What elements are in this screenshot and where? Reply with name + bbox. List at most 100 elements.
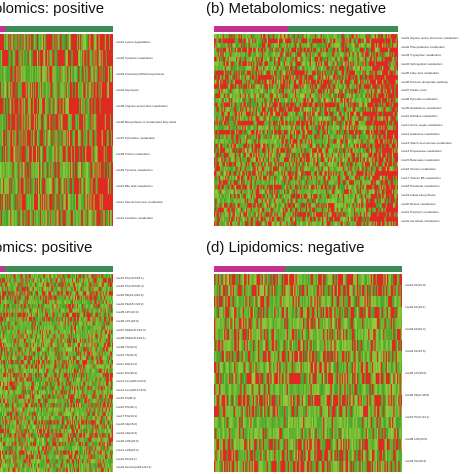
heatmap-cell [14, 66, 17, 83]
heatmap-cell [99, 130, 102, 147]
heatmap-cell [282, 47, 285, 53]
heatmap-cell [65, 82, 68, 99]
heatmap-cell [3, 210, 5, 226]
heatmap-cell [270, 43, 273, 49]
heatmap-cell [352, 56, 355, 63]
heatmap-cell [64, 114, 67, 131]
heatmap-cell [245, 34, 248, 40]
heatmap-cell [366, 84, 368, 90]
heatmap-cell [307, 98, 310, 104]
heatmap-cell [225, 38, 227, 44]
heatmap-cell [59, 130, 62, 147]
heatmap-cell [263, 70, 265, 76]
heatmap-cell [331, 38, 334, 44]
heatmap-cell [313, 111, 316, 117]
heatmap-cell [77, 210, 79, 226]
heatmap-cell [233, 107, 236, 113]
heatmap-cell [379, 98, 382, 104]
heatmap-cell [7, 98, 9, 115]
heatmap-cell [277, 120, 280, 127]
heatmap-cell [239, 93, 242, 99]
heatmap-cell [320, 47, 323, 53]
heatmap-cell [271, 84, 274, 90]
heatmap-cell [352, 52, 355, 58]
heatmap-cell [290, 61, 292, 67]
heatmap-cell [28, 146, 31, 163]
heatmap-cell [248, 88, 251, 95]
heatmap-cell [217, 107, 220, 113]
heatmap-cell [368, 139, 371, 145]
heatmap-cell [320, 130, 323, 136]
heatmap-cell [337, 134, 340, 140]
heatmap-cell [290, 107, 292, 113]
heatmap-cell [253, 56, 256, 63]
heatmap-cell [96, 162, 99, 179]
heatmap-cell [71, 114, 74, 131]
heatmap-cell [309, 120, 312, 127]
heatmap-cell [385, 93, 388, 99]
heatmap-cell [217, 143, 220, 149]
heatmap-cell [244, 130, 247, 136]
heatmap-cell [97, 210, 100, 226]
heatmap-cell [4, 194, 6, 211]
heatmap-cell [306, 98, 308, 104]
heatmap-cell [244, 107, 247, 113]
heatmap-cell [252, 139, 254, 145]
heatmap-cell [297, 98, 300, 104]
heatmap-cell [36, 82, 39, 99]
heatmap-cell [363, 130, 366, 136]
heatmap-cell [379, 34, 382, 40]
heatmap-cell [317, 34, 319, 40]
heatmap-cell [71, 82, 74, 99]
heatmap-cell [394, 52, 397, 58]
heatmap-cell [50, 50, 52, 67]
heatmap-cell [51, 146, 53, 163]
heatmap-cell [216, 66, 219, 72]
heatmap-cell [248, 70, 251, 76]
heatmap-cell [293, 120, 296, 127]
heatmap-cell [218, 43, 221, 49]
heatmap-cell [250, 93, 253, 99]
heatmap-cell [358, 93, 361, 99]
heatmap-cell [334, 116, 337, 122]
heatmap-cell [270, 102, 273, 108]
heatmap-cell [260, 107, 263, 113]
heatmap-cell [244, 47, 247, 53]
heatmap-cell [312, 38, 314, 44]
heatmap-cell [89, 146, 91, 163]
heatmap-cell [367, 84, 370, 90]
heatmap-cell [9, 130, 11, 147]
heatmap-cell [286, 93, 289, 99]
heatmap-cell [394, 125, 397, 131]
heatmap-cell [237, 75, 240, 81]
heatmap-cell [215, 93, 218, 99]
heatmap-cell [214, 120, 216, 127]
heatmap-cell [236, 79, 238, 85]
heatmap-cell [362, 34, 365, 40]
heatmap-cell [274, 34, 276, 40]
heatmap-cell [15, 178, 18, 195]
heatmap-cell [247, 93, 249, 99]
heatmap-cell [352, 139, 355, 145]
heatmap-cell [315, 47, 318, 53]
heatmap-cell [346, 61, 349, 67]
heatmap-cell [355, 111, 357, 117]
heatmap-cell [103, 162, 106, 179]
heatmap-cell [395, 56, 398, 63]
heatmap-cell [285, 88, 287, 95]
heatmap-cell [384, 88, 387, 95]
heatmap-cell [78, 82, 80, 99]
heatmap-cell [239, 139, 242, 145]
heatmap-cell [324, 102, 327, 108]
heatmap-cell [231, 84, 233, 90]
heatmap-cell [270, 139, 273, 145]
heatmap-cell [260, 52, 263, 58]
heatmap-cell [318, 34, 321, 40]
heatmap-cell [86, 210, 88, 226]
heatmap-cell [287, 84, 290, 90]
heatmap-cell [74, 194, 77, 211]
heatmap-cell [261, 43, 264, 49]
heatmap-cell [216, 88, 219, 95]
heatmap-cell [341, 52, 344, 58]
heatmap-cell [351, 38, 354, 44]
